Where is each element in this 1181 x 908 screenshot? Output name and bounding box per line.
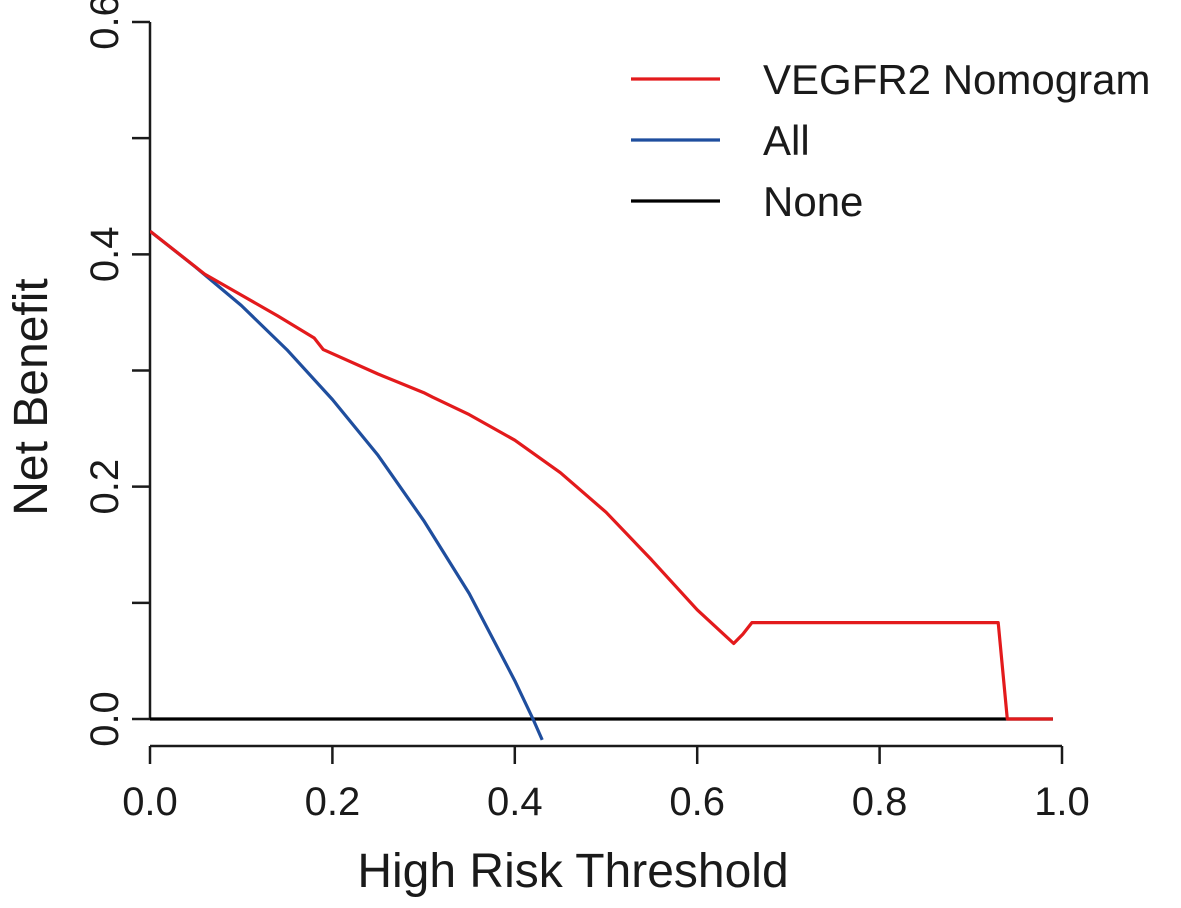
plot-area — [150, 229, 1053, 741]
x-tick-label: 0.4 — [487, 780, 543, 824]
y-axis-title: Net Benefit — [5, 278, 58, 515]
x-tick-label: 1.0 — [1034, 780, 1090, 824]
x-axis: 0.0 0.2 0.4 0.6 0.8 1.0 — [122, 744, 1090, 824]
y-tick-label: 0.2 — [83, 459, 127, 515]
legend-label: None — [763, 178, 863, 225]
legend-label: All — [763, 117, 810, 164]
series-line-vegfr2-nomogram — [150, 229, 1053, 721]
y-tick-label: 0.4 — [83, 227, 127, 283]
y-tick-label: 0.0 — [83, 691, 127, 747]
x-tick-label: 0.6 — [669, 780, 725, 824]
x-tick-label: 0.0 — [122, 780, 178, 824]
x-axis-title: High Risk Threshold — [357, 845, 788, 898]
legend: VEGFR2 Nomogram All None — [631, 56, 1150, 225]
series-line-all — [150, 229, 544, 741]
y-tick-label: 0.6 — [83, 0, 127, 50]
x-tick-label: 0.8 — [852, 780, 908, 824]
y-axis: 0.0 0.2 0.4 0.6 — [83, 0, 152, 747]
legend-label: VEGFR2 Nomogram — [763, 56, 1150, 103]
x-tick-label: 0.2 — [305, 780, 361, 824]
